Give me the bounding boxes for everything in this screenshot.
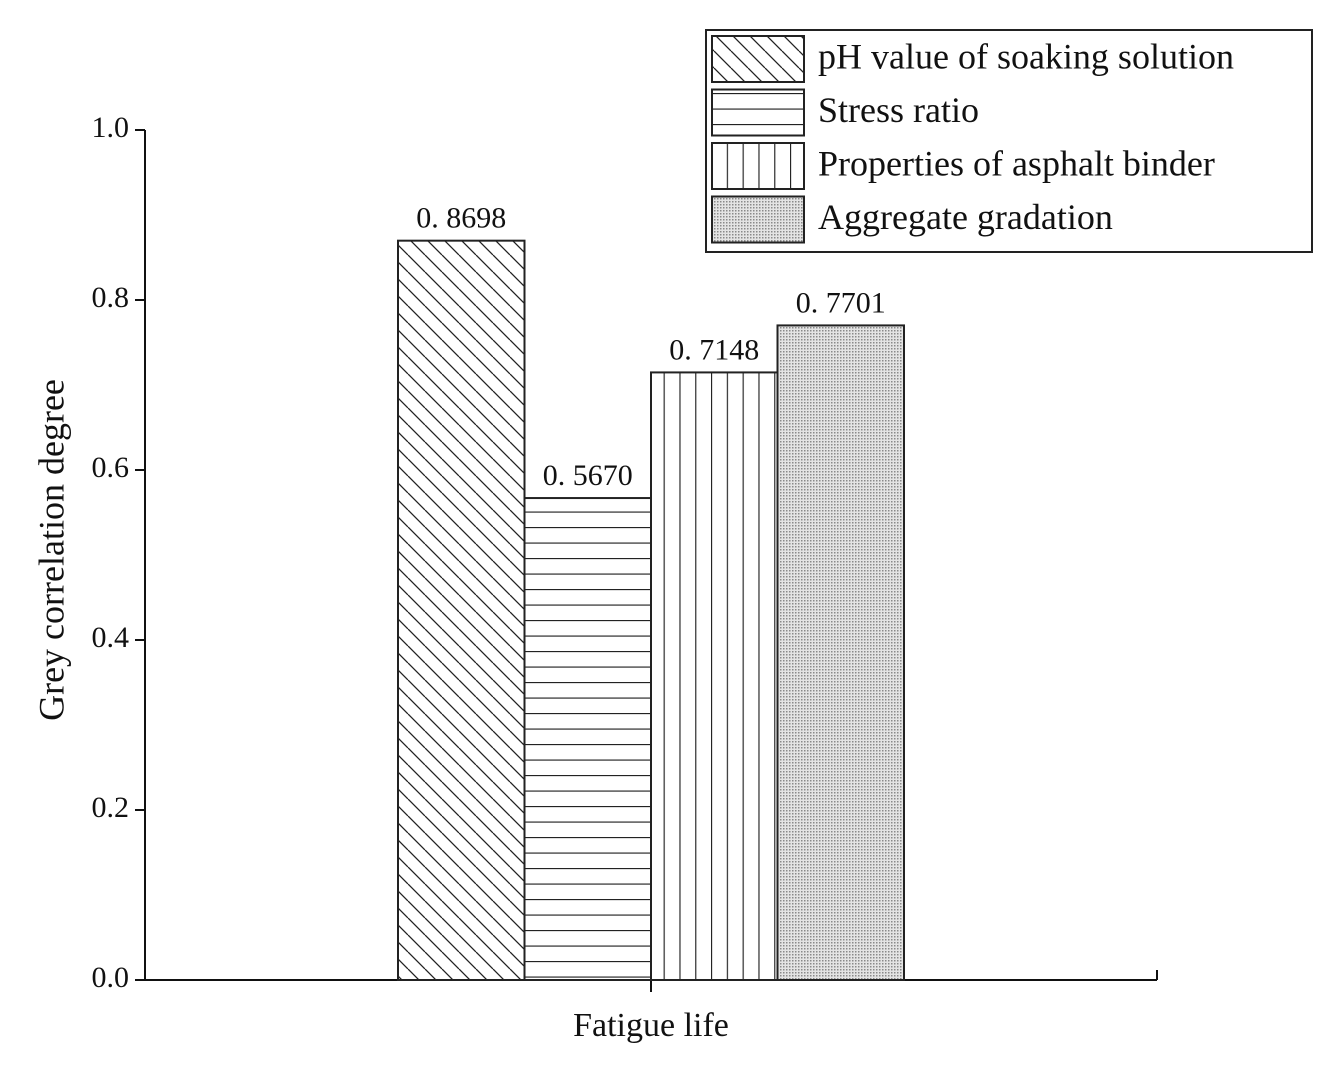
legend-swatch [711,142,805,190]
legend-swatch [711,88,805,137]
bar [397,239,526,982]
bar [650,371,779,982]
y-axis-label: Grey correlation degree [31,379,71,721]
value-label: 0. 5670 [543,459,633,492]
value-label: 0. 7148 [669,333,759,366]
legend-label: Stress ratio [818,90,979,130]
legend-swatch [711,195,805,244]
y-tick-label: 0.2 [92,791,130,824]
legend-label: Properties of asphalt binder [818,143,1215,183]
y-tick-label: 0.8 [92,281,130,314]
y-tick-label: 0.6 [92,451,130,484]
x-tick-label: Fatigue life [573,1007,729,1044]
y-tick-label: 0.0 [92,961,130,994]
bar [776,324,905,982]
value-label: 0. 7701 [796,286,886,319]
legend-swatch [711,35,805,83]
legend-label: pH value of soaking solution [818,36,1234,76]
y-tick-label: 0.4 [92,621,130,654]
legend-label: Aggregate gradation [818,197,1113,237]
bar [523,497,652,981]
value-label: 0. 8698 [416,202,506,235]
y-tick-label: 1.0 [92,111,130,144]
legend-box [705,29,1313,253]
